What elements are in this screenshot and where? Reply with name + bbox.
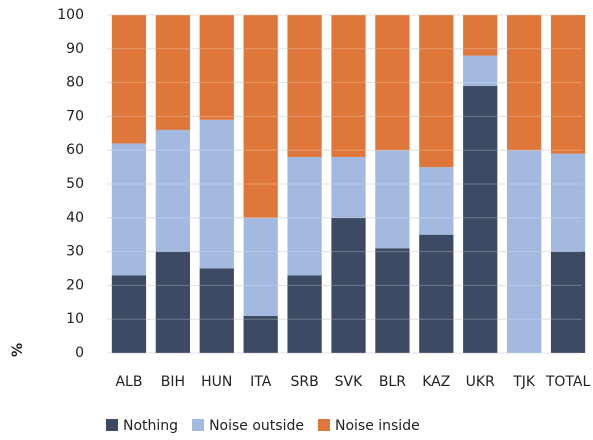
bar-segment [463, 85, 498, 353]
legend-label: Noise outside [209, 418, 304, 434]
x-tick-label: UKR [466, 374, 495, 390]
y-tick-label: 0 [75, 345, 84, 361]
y-tick-label: 10 [66, 311, 84, 327]
bar-segment [243, 217, 278, 316]
y-tick-label: 80 [66, 75, 84, 91]
x-tick-label: BLR [379, 374, 406, 390]
bar-segment [375, 248, 410, 353]
bar-segment [111, 143, 147, 276]
bar-segment [111, 275, 147, 353]
y-tick-label: 70 [66, 108, 84, 124]
bar-segment [243, 315, 278, 353]
legend-swatch [317, 419, 330, 431]
y-tick-label: 40 [66, 210, 84, 226]
bar-segment [199, 119, 234, 269]
bar-segment [155, 251, 190, 353]
bar-segment [287, 275, 322, 353]
x-tick-label: HUN [201, 374, 232, 390]
x-tick-label: ITA [250, 374, 272, 390]
legend-swatch [192, 419, 205, 431]
bar-segment [550, 15, 586, 154]
x-tick-label: SVK [335, 374, 363, 390]
x-tick-label: BIH [161, 374, 185, 390]
y-axis-label: % [10, 343, 26, 357]
bar-segment [550, 251, 586, 353]
bar-segment [375, 15, 410, 151]
bar-segment [375, 150, 410, 249]
x-tick-label: SRB [290, 374, 318, 390]
bar-segment [463, 15, 498, 56]
bar-segment [419, 15, 454, 168]
bar-segment [419, 167, 454, 235]
legend-label: Nothing [123, 418, 178, 434]
y-tick-label: 60 [66, 142, 84, 158]
x-tick-label: TOTAL [545, 374, 591, 390]
x-tick-label: KAZ [422, 374, 450, 390]
bar-segment [199, 268, 234, 353]
x-tick-label: ALB [115, 374, 142, 390]
bar-segment [550, 153, 586, 252]
bar-segment [331, 15, 366, 157]
y-tick-label: 90 [66, 41, 84, 57]
bar-segment [287, 156, 322, 276]
legend-label: Noise inside [335, 418, 420, 434]
legend-swatch [106, 419, 118, 431]
bar-segment [463, 55, 498, 86]
bar-segment [331, 156, 366, 218]
bar-segment [507, 15, 542, 151]
bar-segment [419, 234, 454, 353]
bar-segment [199, 15, 234, 120]
bar-segment [287, 15, 322, 157]
y-tick-label: 30 [66, 244, 84, 260]
bar-segment [331, 217, 366, 353]
y-tick-label: 100 [57, 7, 84, 23]
bar-segment [155, 15, 190, 130]
y-tick-label: 50 [66, 176, 84, 192]
bar-segment [111, 15, 147, 144]
bar-segment [155, 129, 190, 252]
x-tick-label: TJK [512, 374, 536, 390]
bar-segment [243, 15, 278, 218]
y-tick-label: 20 [66, 277, 84, 293]
bar-segment [507, 150, 542, 353]
